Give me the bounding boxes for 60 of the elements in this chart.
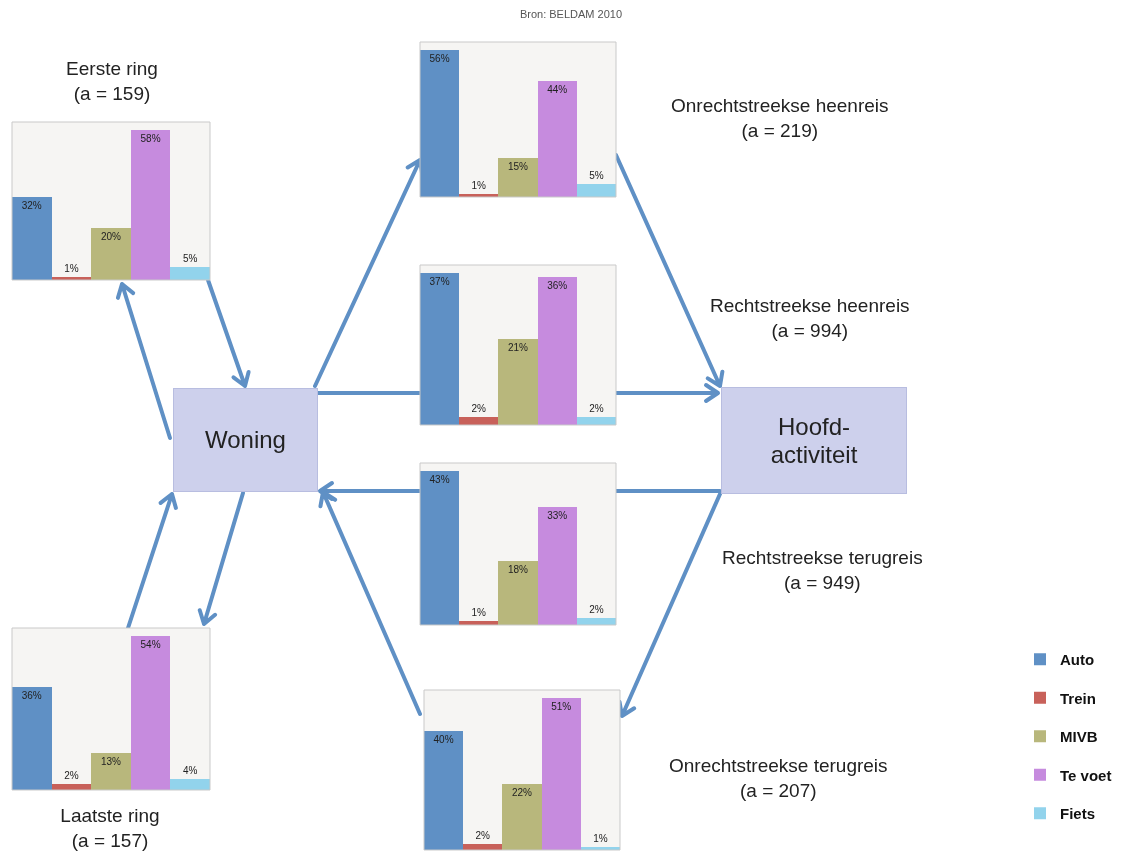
bar (541, 698, 581, 850)
chart-title: Eerste ring (a = 159) (66, 58, 158, 104)
data-label: 21% (507, 341, 529, 353)
data-label: 2% (64, 770, 79, 782)
data-label: 37% (429, 276, 450, 287)
data-label: 15% (507, 160, 529, 172)
bar (498, 338, 538, 425)
bar (498, 157, 538, 197)
bar (420, 49, 460, 197)
data-label: 58% (140, 132, 161, 144)
legend-label: Trein (1060, 689, 1096, 707)
box: Hoofd- activiteit (721, 387, 907, 494)
bar (537, 506, 577, 625)
data-label: 2% (471, 402, 487, 414)
data-label: 1% (593, 833, 608, 845)
data-label: 2% (475, 830, 491, 842)
data-label: 51% (551, 701, 572, 712)
data-label: 43% (429, 474, 450, 486)
legend-label: Auto (1060, 651, 1095, 669)
legend-label: Te voet (1060, 766, 1112, 784)
data-label: 22% (511, 787, 533, 799)
data-label: 20% (100, 231, 122, 243)
data-label: 54% (140, 639, 161, 651)
text: Onrechtstreekse terugreis (a = 207) (669, 755, 888, 801)
text: Bron: BELDAM 2010 (519, 8, 623, 20)
data-label: 5% (589, 169, 604, 181)
data-label: 33% (547, 509, 568, 521)
data-label: 5% (182, 253, 198, 265)
bar (537, 81, 577, 197)
data-label: 40% (433, 733, 454, 745)
box: Woning (173, 388, 318, 492)
data-label: 1% (64, 263, 79, 275)
data-label: 18% (507, 563, 529, 575)
text: Rechtstreekse heenreis (a = 994) (710, 295, 910, 341)
data-label: 13% (100, 755, 122, 767)
data-label: 1% (471, 607, 487, 619)
bar (91, 752, 131, 790)
data-label: 4% (182, 764, 198, 776)
data-label: 56% (429, 52, 450, 64)
bar (170, 267, 210, 280)
text: Onrechtstreekse heenreis (a = 219) (671, 95, 889, 141)
text: Laatste ring (a = 157) (60, 805, 160, 851)
bar (12, 687, 52, 790)
bar (424, 730, 464, 850)
data-label: 32% (21, 200, 42, 212)
data-label: 36% (547, 280, 568, 292)
data-label: 2% (589, 603, 604, 615)
bar (537, 277, 577, 425)
data-label: 36% (21, 690, 42, 702)
legend-label: Fiets (1060, 805, 1096, 823)
data-label: 44% (547, 84, 568, 96)
bar (130, 636, 171, 790)
bar (12, 197, 52, 280)
bar (498, 560, 538, 625)
legend-label: MIVB (1060, 728, 1098, 746)
bar (502, 784, 542, 850)
bar (91, 228, 131, 280)
text: Rechtstreekse terugreis (a = 949) (722, 547, 923, 593)
data-label: 1% (471, 180, 487, 192)
data-label: 2% (589, 402, 604, 414)
